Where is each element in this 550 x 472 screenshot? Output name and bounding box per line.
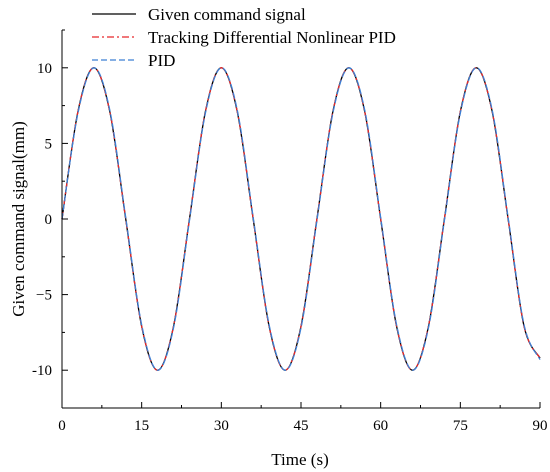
axes-layer: 0 15 30 45 60 75 90 -10 −5 0 5 10 <box>32 29 548 434</box>
legend-label-pid: PID <box>148 51 175 70</box>
legend-label-tracking-differential-nonlinear-pid: Tracking Differential Nonlinear PID <box>148 28 396 47</box>
y-tick-label: 10 <box>37 61 52 77</box>
x-tick-label: 45 <box>294 418 309 434</box>
legend: Given command signal Tracking Differentia… <box>92 5 396 70</box>
series-line-pid <box>61 67 541 371</box>
y-tick-label: -10 <box>32 363 52 379</box>
y-tick-label: 5 <box>45 136 53 152</box>
x-tick-label: 30 <box>214 418 229 434</box>
y-axis-title: Given command signal(mm) <box>9 121 28 316</box>
x-tick-label: 60 <box>373 418 388 434</box>
legend-label-given-command-signal: Given command signal <box>148 5 306 24</box>
y-tick-label: −5 <box>36 288 52 304</box>
x-axis-title: Time (s) <box>271 450 328 469</box>
x-tick-label: 15 <box>134 418 149 434</box>
y-tick-label: 0 <box>45 212 53 228</box>
series-layer <box>61 67 541 371</box>
x-tick-label: 90 <box>533 418 548 434</box>
x-tick-label: 0 <box>58 418 66 434</box>
x-tick-label: 75 <box>453 418 468 434</box>
